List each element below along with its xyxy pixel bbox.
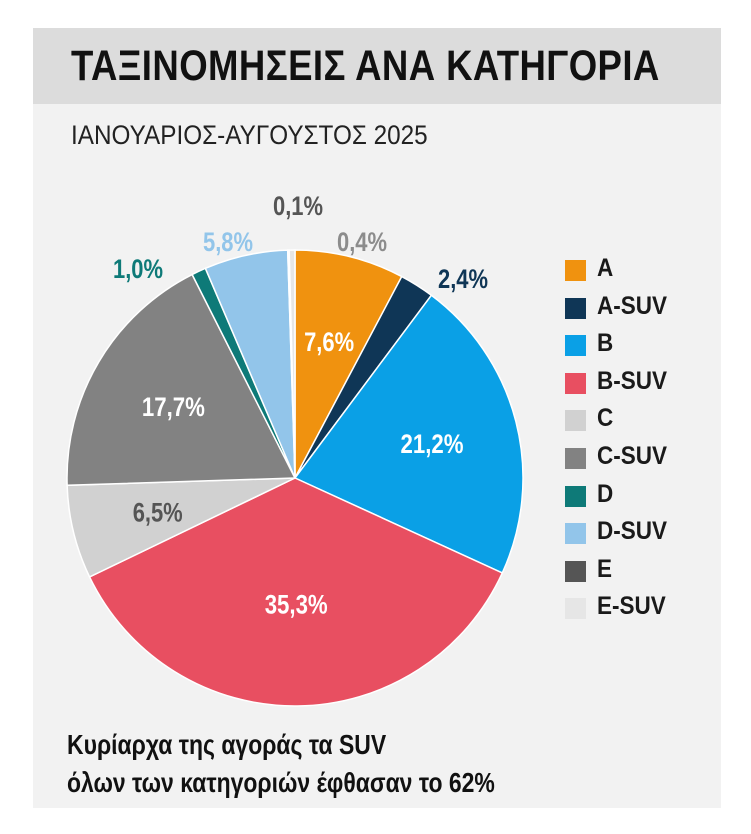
legend-label: A [597, 254, 614, 282]
data-label-a: 7,6% [304, 327, 354, 357]
data-label-b: 21,2% [401, 429, 464, 459]
pie-slice-b-suv [88, 477, 504, 707]
pie-slice-e-suv [288, 249, 296, 479]
legend-label: C [597, 404, 614, 433]
chart-subtitle: ΙΑΝΟΥΑΡΙΟΣ-ΑΥΓΟΥΣΤΟΣ 2025 [71, 120, 428, 150]
legend-label: D-SUV [597, 517, 668, 546]
legend-label: E-SUV [597, 592, 666, 621]
data-label-c-suv: 17,7% [142, 392, 205, 422]
footer-line-2: όλων των κατηγοριών έφθασαν το 62% [67, 767, 495, 798]
legend-label: B-SUV [597, 366, 668, 395]
data-label-d-suv: 5,8% [203, 227, 253, 257]
legend-swatch [565, 523, 586, 545]
data-label-a-suv: 2,4% [438, 264, 488, 294]
legend-swatch [565, 335, 586, 357]
footer-line-1: Κυρίαρχα της αγοράς τα SUV [67, 729, 387, 760]
data-label-e: 0,1% [273, 191, 323, 221]
data-label-e-suv: 0,4% [337, 227, 387, 257]
data-label-c: 6,5% [133, 498, 183, 528]
legend-swatch [565, 485, 586, 507]
legend-label: A-SUV [597, 291, 668, 320]
data-label-d: 1,0% [113, 254, 163, 284]
legend-swatch [565, 560, 586, 582]
legend-label: C-SUV [597, 441, 668, 470]
legend-label: E [597, 554, 613, 583]
legend-swatch [565, 598, 586, 620]
title-bar: ΤΑΞΙΝΟΜΗΣΕΙΣ ΑΝΑ ΚΑΤΗΓΟΡΙΑ [33, 28, 721, 104]
pie-chart: 7,6% 2,4% 21,2% 35,3% 6,5% 17,7% 1,0% 5,8% 0,1% 0… [66, 191, 524, 707]
legend-swatch [565, 260, 586, 281]
legend-label: B [597, 329, 614, 358]
chart-title: ΤΑΞΙΝΟΜΗΣΕΙΣ ΑΝΑ ΚΑΤΗΓΟΡΙΑ [71, 42, 660, 90]
data-label-b-suv: 35,3% [265, 589, 328, 619]
pie-slice-c-suv [66, 273, 297, 487]
legend-swatch [565, 297, 586, 319]
legend-swatch [565, 447, 586, 469]
pie-slice-a [294, 249, 403, 479]
legend-swatch [565, 410, 586, 432]
footer-note: Κυρίαρχα της αγοράς τα SUV όλων των κατη… [67, 726, 495, 802]
legend-swatch [565, 372, 586, 394]
legend-label: D [597, 479, 614, 508]
chart-card: ΤΑΞΙΝΟΜΗΣΕΙΣ ΑΝΑ ΚΑΤΗΓΟΡΙΑ ΙΑΝΟΥΑΡΙΟΣ-ΑΥ… [33, 28, 721, 808]
